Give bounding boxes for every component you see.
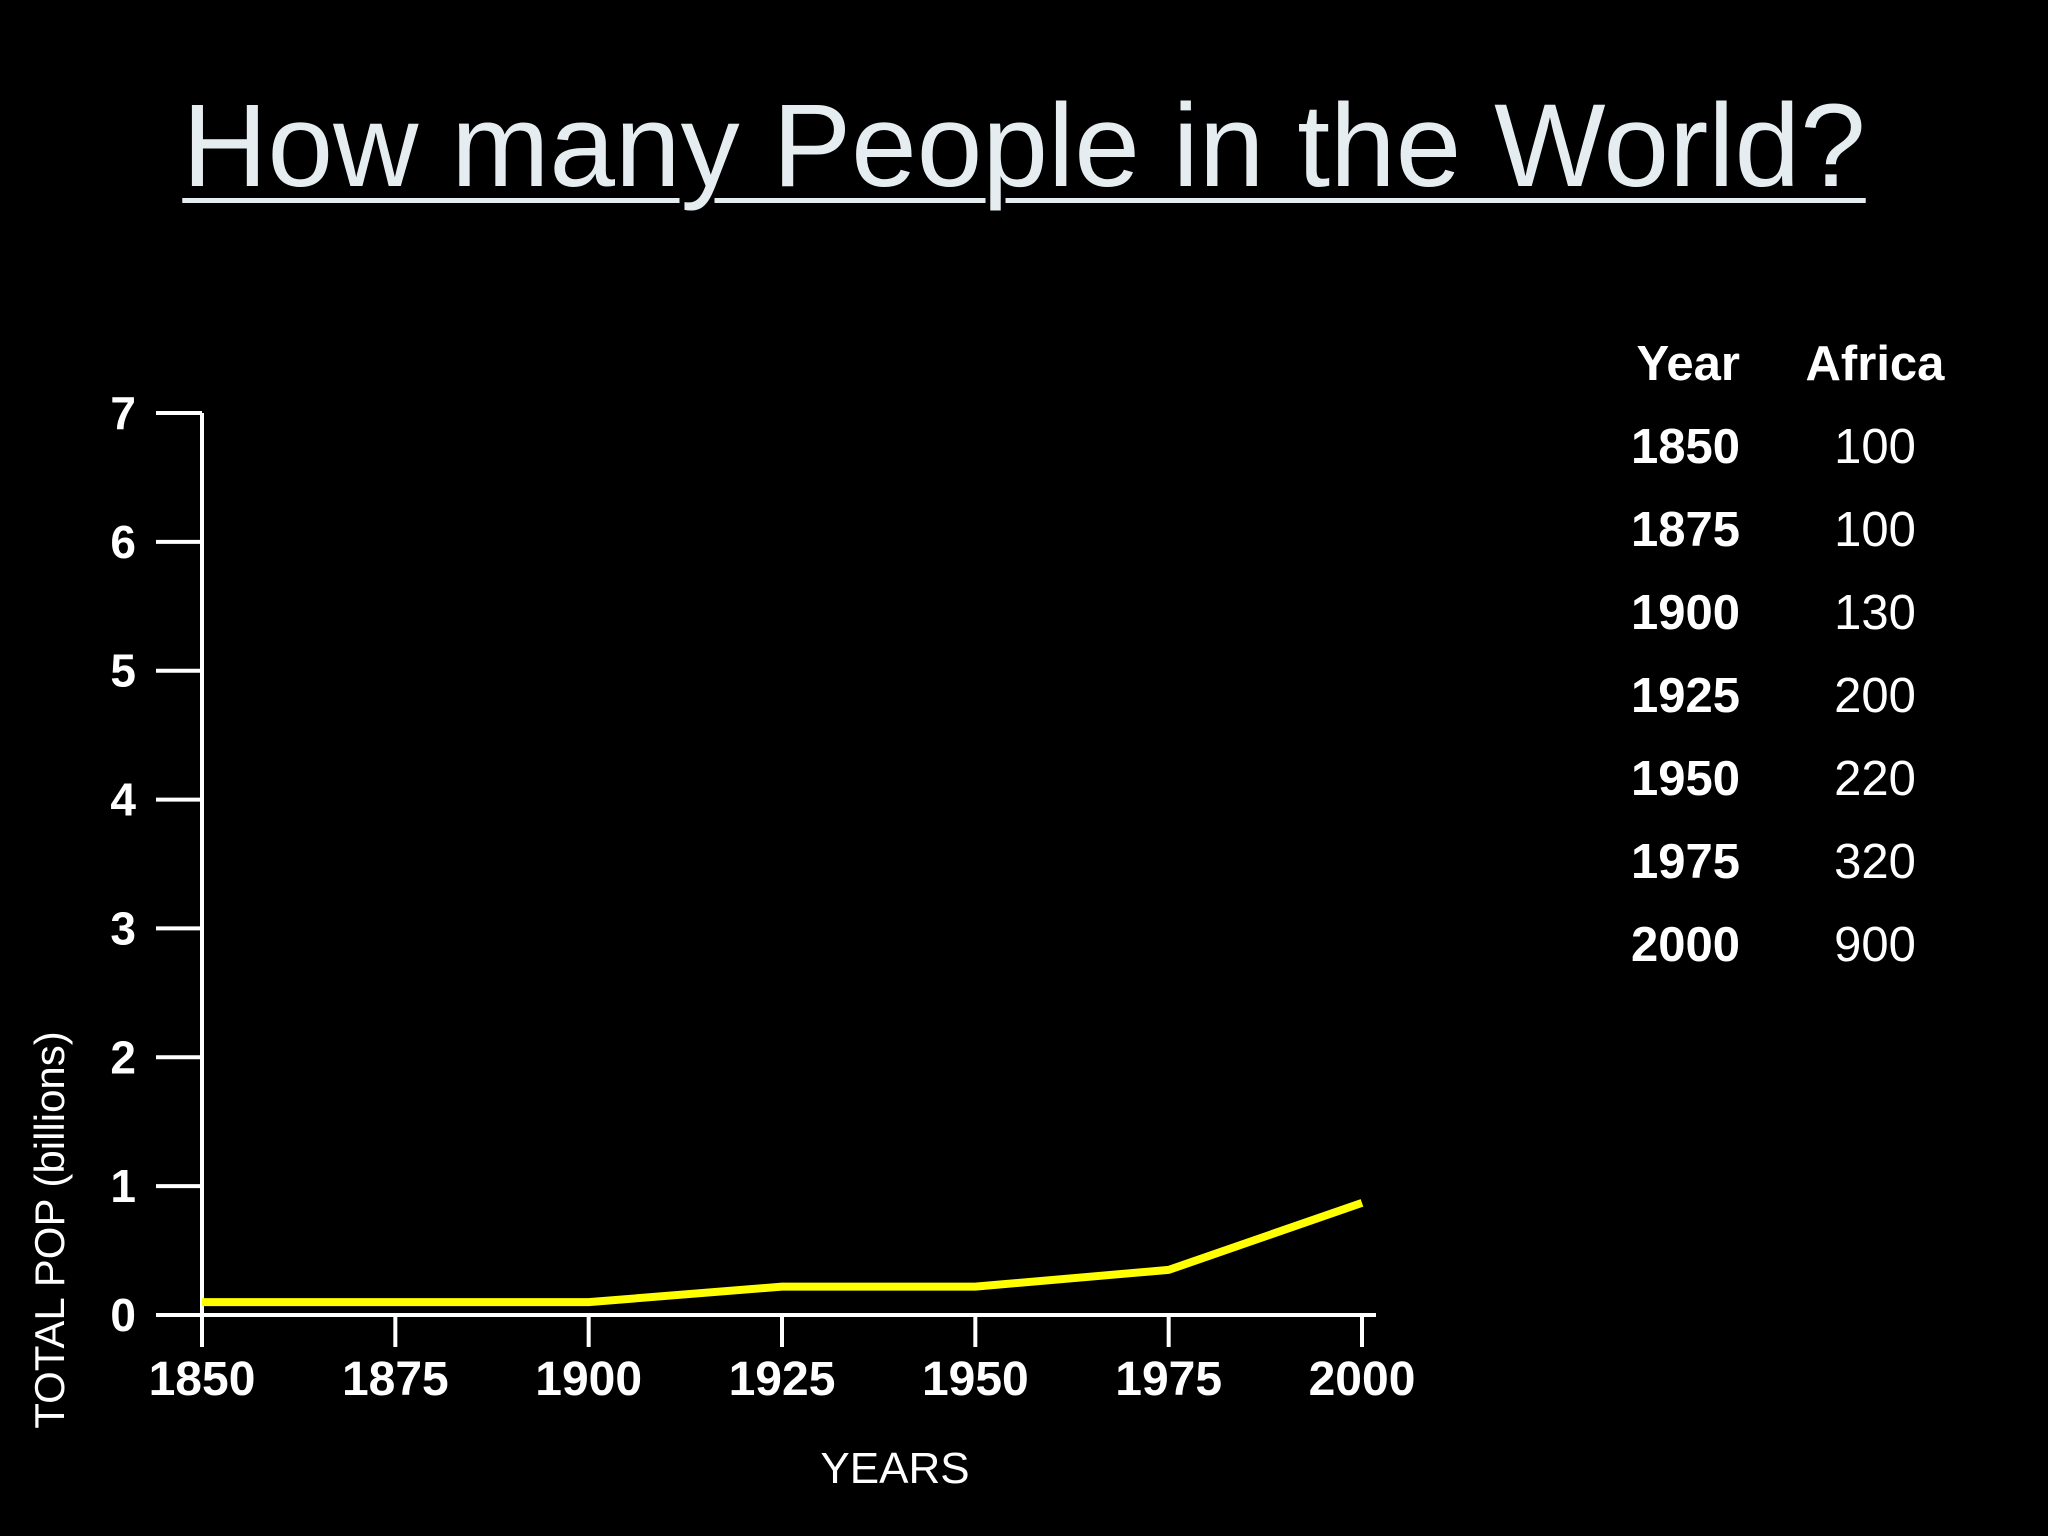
table-row: 1875 100 bbox=[1590, 488, 1960, 571]
table-cell-africa: 220 bbox=[1834, 751, 1916, 806]
x-tick-label: 1875 bbox=[342, 1353, 449, 1406]
table-cell-africa: 320 bbox=[1834, 834, 1916, 889]
header-year: Year bbox=[1636, 336, 1740, 391]
y-tick-label: 0 bbox=[110, 1289, 136, 1341]
y-tick-label: 7 bbox=[110, 387, 136, 439]
table-cell-year: 1925 bbox=[1630, 668, 1740, 723]
y-tick-label: 6 bbox=[110, 516, 136, 568]
table-cell-year: 1900 bbox=[1630, 585, 1740, 640]
table-cell-year: 2000 bbox=[1630, 917, 1740, 972]
y-axis-title: TOTAL POP (billions) bbox=[26, 1031, 73, 1429]
table-cell-year: 1875 bbox=[1630, 502, 1740, 557]
header-africa: Africa bbox=[1805, 336, 1945, 391]
x-tick-label: 1975 bbox=[1115, 1353, 1222, 1406]
series-line bbox=[202, 1199, 1364, 1307]
table-header-row: Year Africa bbox=[1590, 322, 1960, 405]
table-row: 1850 100 bbox=[1590, 405, 1960, 488]
y-tick-label: 3 bbox=[110, 902, 136, 954]
table-row: 1950 220 bbox=[1590, 737, 1960, 820]
y-tick-label: 1 bbox=[110, 1160, 136, 1212]
table-cell-year: 1975 bbox=[1630, 834, 1740, 889]
y-tick-label: 4 bbox=[110, 774, 136, 826]
table-row: 1975 320 bbox=[1590, 820, 1960, 903]
y-axis-ticks: 0 1 2 3 4 5 6 7 bbox=[110, 387, 202, 1341]
x-tick-label: 1850 bbox=[149, 1353, 256, 1406]
x-tick-label: 1925 bbox=[729, 1353, 836, 1406]
slide-title: How many People in the World? bbox=[182, 80, 1866, 212]
x-axis-title: YEARS bbox=[820, 1444, 970, 1493]
table-row: 1925 200 bbox=[1590, 654, 1960, 737]
table-cell-africa: 100 bbox=[1834, 502, 1916, 557]
table-cell-africa: 200 bbox=[1834, 668, 1916, 723]
table-cell-africa: 900 bbox=[1834, 917, 1916, 972]
table-row: 2000 900 bbox=[1590, 903, 1960, 986]
x-axis-ticks: 1850 1875 1900 1925 1950 1975 2000 bbox=[149, 1315, 1416, 1406]
x-tick-label: 2000 bbox=[1309, 1353, 1416, 1406]
table-cell-year: 1850 bbox=[1630, 419, 1740, 474]
table-cell-africa: 130 bbox=[1834, 585, 1916, 640]
population-data-table: Year Africa 1850 100 1875 100 1900 130 1… bbox=[1590, 322, 1960, 986]
x-tick-label: 1950 bbox=[922, 1353, 1029, 1406]
y-tick-label: 5 bbox=[110, 645, 136, 697]
y-tick-label: 2 bbox=[110, 1031, 136, 1083]
x-tick-label: 1900 bbox=[535, 1353, 642, 1406]
table-row: 1900 130 bbox=[1590, 571, 1960, 654]
table-cell-year: 1950 bbox=[1630, 751, 1740, 806]
table-cell-africa: 100 bbox=[1834, 419, 1916, 474]
series-group bbox=[202, 1199, 1364, 1307]
